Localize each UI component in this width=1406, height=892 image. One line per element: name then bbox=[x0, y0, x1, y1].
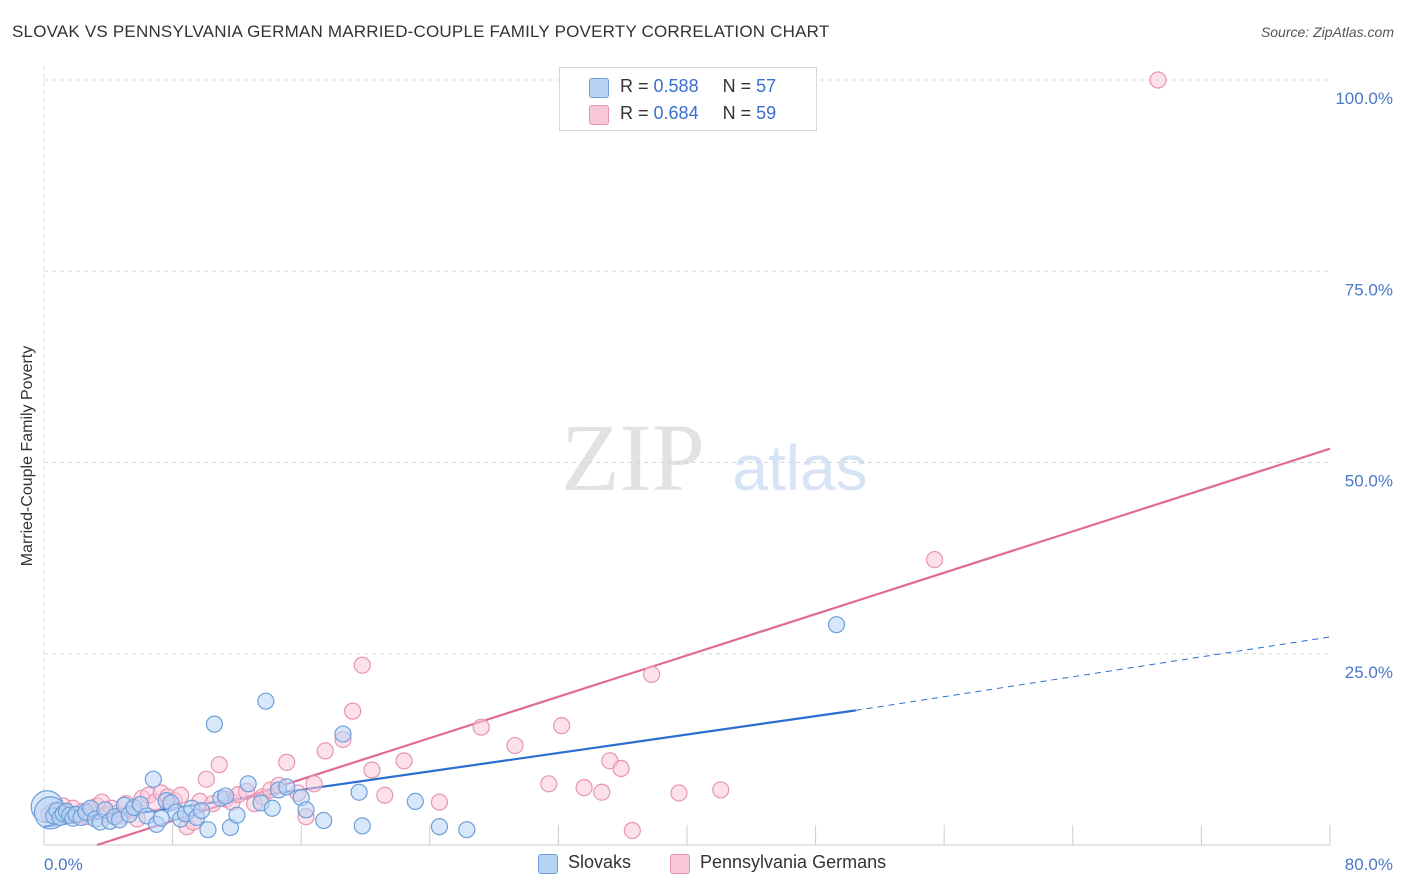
pa-german-point bbox=[430, 793, 449, 811]
r-label: R = bbox=[620, 103, 649, 123]
slovak-point bbox=[144, 770, 162, 788]
chart-title: SLOVAK VS PENNSYLVANIA GERMAN MARRIED-CO… bbox=[12, 22, 830, 41]
pa-german-point bbox=[197, 770, 215, 788]
slovak-point bbox=[192, 801, 211, 820]
r-value-slovaks: 0.588 bbox=[653, 76, 699, 96]
r-value-pa-germans: 0.684 bbox=[653, 103, 699, 123]
y-tick-label: 50.0% bbox=[1345, 472, 1393, 491]
watermark-atlas: atlas bbox=[732, 432, 867, 504]
x-tick-label: 80.0% bbox=[1345, 855, 1393, 874]
legend-row-slovaks: R = 0.588 N = 57 bbox=[620, 76, 776, 97]
slovak-point bbox=[315, 811, 333, 830]
pa-german-point bbox=[395, 752, 413, 770]
slovak-trend-extension bbox=[855, 636, 1331, 711]
pa-german-point bbox=[376, 786, 394, 804]
pa-german-point bbox=[643, 665, 661, 684]
n-label: N = bbox=[722, 76, 752, 96]
legend-swatch-slovaks bbox=[589, 78, 609, 98]
pa-german-point bbox=[623, 821, 641, 840]
slovak-point bbox=[458, 821, 476, 839]
slovak-point bbox=[217, 787, 235, 805]
pa-german-point bbox=[506, 736, 524, 755]
slovak-point bbox=[257, 692, 275, 710]
pa-german-point bbox=[1149, 71, 1167, 89]
pa-german-point bbox=[344, 702, 362, 720]
pa-german-point bbox=[925, 551, 944, 569]
bottom-legend-pa-germans: Pennsylvania Germans bbox=[700, 852, 887, 872]
slovak-point bbox=[199, 821, 217, 839]
pa-german-point bbox=[670, 784, 688, 802]
pa-german-point bbox=[712, 781, 730, 799]
y-tick-label: 25.0% bbox=[1345, 663, 1393, 682]
r-label: R = bbox=[620, 76, 649, 96]
pa-german-point bbox=[553, 717, 571, 735]
pa-german-point bbox=[593, 783, 611, 801]
y-axis-label: Married-Couple Family Poverty bbox=[19, 345, 36, 567]
slovak-point bbox=[297, 801, 315, 819]
slovak-point bbox=[239, 775, 257, 793]
pa-german-point bbox=[575, 779, 593, 797]
n-value-pa-germans: 59 bbox=[756, 103, 777, 123]
pa-german-point bbox=[278, 753, 296, 771]
slovak-point bbox=[228, 806, 246, 824]
pa-german-point bbox=[540, 775, 558, 793]
pa-german-trend-line bbox=[96, 447, 1331, 847]
slovak-point bbox=[152, 809, 170, 827]
pa-german-point bbox=[472, 718, 490, 736]
bottom-legend-swatch-pa-germans bbox=[670, 854, 690, 874]
slovak-point bbox=[205, 715, 223, 733]
pa-german-point bbox=[316, 742, 334, 760]
bottom-legend-slovaks: Slovaks bbox=[568, 852, 632, 872]
source-label: Source: ZipAtlas.com bbox=[1260, 24, 1394, 40]
data-points bbox=[30, 71, 1167, 840]
slovak-point bbox=[263, 799, 281, 817]
slovak-point bbox=[827, 616, 846, 634]
pa-german-point bbox=[612, 759, 630, 778]
legend-row-pa-germans: R = 0.684 N = 59 bbox=[620, 103, 776, 124]
slovak-point bbox=[353, 817, 371, 835]
bottom-legend-swatch-slovaks bbox=[538, 854, 558, 874]
pa-german-point bbox=[305, 775, 323, 793]
slovak-point bbox=[278, 778, 296, 796]
y-tick-label: 100.0% bbox=[1335, 89, 1393, 108]
n-label: N = bbox=[722, 103, 752, 123]
x-tick-label: 0.0% bbox=[44, 855, 83, 874]
pa-german-point bbox=[363, 761, 381, 779]
slovak-point bbox=[406, 792, 424, 810]
watermark-zip: ZIP bbox=[561, 404, 705, 511]
slovak-point bbox=[350, 783, 368, 801]
slovak-point bbox=[430, 818, 449, 836]
pa-german-point bbox=[353, 656, 371, 674]
slovak-point bbox=[334, 725, 352, 743]
y-tick-label: 75.0% bbox=[1345, 280, 1393, 299]
axis-ticks: 25.0% 50.0% 75.0% 100.0% 0.0% 80.0% bbox=[44, 89, 1393, 874]
legend-swatch-pa-germans bbox=[589, 105, 609, 125]
stats-legend: R = 0.588 N = 57 R = 0.684 N = 59 bbox=[559, 67, 817, 131]
n-value-slovaks: 57 bbox=[756, 76, 777, 96]
pa-german-point bbox=[210, 756, 228, 774]
